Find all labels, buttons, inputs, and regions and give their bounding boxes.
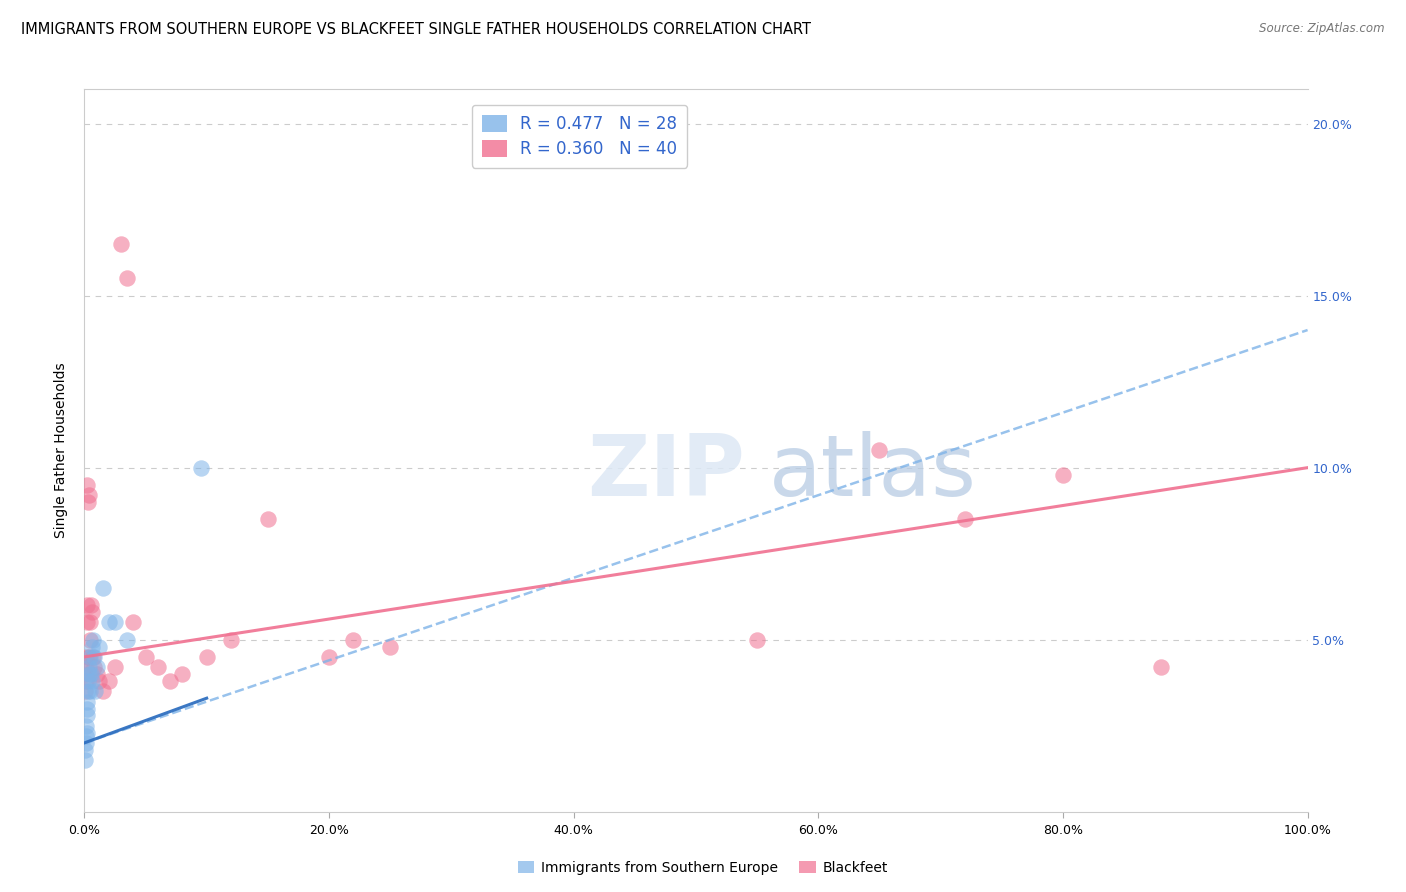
Point (82, 673, 104, 688)
Point (104, 660, 127, 674)
Point (76, 708, 98, 723)
Point (110, 237, 132, 252)
Point (747, 632, 769, 647)
Point (77, 488, 100, 502)
Point (91, 684, 114, 698)
Point (1150, 660, 1173, 674)
Point (82, 632, 104, 647)
Point (318, 649, 340, 664)
Point (75, 743, 97, 757)
Point (79, 684, 101, 698)
Point (380, 640, 402, 654)
Point (75, 673, 97, 688)
Point (190, 460, 212, 475)
Point (195, 649, 218, 664)
Point (86, 667, 108, 681)
Point (1052, 467, 1074, 482)
Point (76, 615, 98, 630)
Text: atlas: atlas (769, 431, 977, 514)
Legend: Immigrants from Southern Europe, Blackfeet: Immigrants from Southern Europe, Blackfe… (512, 855, 894, 880)
Text: Source: ZipAtlas.com: Source: ZipAtlas.com (1260, 22, 1385, 36)
Point (75, 667, 97, 681)
Point (80, 667, 103, 681)
Point (869, 443, 891, 458)
Point (97, 673, 120, 688)
Point (83, 649, 105, 664)
Point (84, 684, 107, 698)
Point (953, 512, 976, 526)
Point (76, 701, 98, 715)
Point (135, 649, 157, 664)
Point (86, 660, 108, 674)
Point (76, 599, 98, 613)
Point (75, 660, 97, 674)
Point (104, 615, 127, 630)
Point (79, 649, 101, 664)
Point (76, 478, 98, 492)
Point (77, 673, 100, 688)
Point (77, 660, 100, 674)
Point (75, 719, 97, 733)
Point (122, 615, 145, 630)
Point (82, 649, 104, 664)
Point (75, 649, 97, 664)
Point (115, 632, 138, 647)
Text: ZIP: ZIP (588, 431, 745, 514)
Point (75, 736, 97, 750)
Point (73, 684, 96, 698)
Point (80, 605, 103, 619)
Point (87, 640, 110, 654)
Point (159, 673, 181, 688)
Point (115, 271, 138, 285)
Point (77, 667, 100, 681)
Point (80, 640, 103, 654)
Legend: R = 0.477   N = 28, R = 0.360   N = 40: R = 0.477 N = 28, R = 0.360 N = 40 (472, 104, 688, 168)
Point (80, 599, 103, 613)
Point (87, 673, 110, 688)
Point (76, 684, 98, 698)
Point (79, 615, 101, 630)
Point (77, 649, 100, 664)
Point (75, 729, 97, 743)
Point (172, 667, 194, 681)
Y-axis label: Single Father Households: Single Father Households (55, 363, 69, 538)
Point (146, 660, 169, 674)
Text: IMMIGRANTS FROM SOUTHERN EUROPE VS BLACKFEET SINGLE FATHER HOUSEHOLDS CORRELATIO: IMMIGRANTS FROM SOUTHERN EUROPE VS BLACK… (21, 22, 811, 37)
Point (219, 632, 242, 647)
Point (97, 615, 120, 630)
Point (76, 695, 98, 709)
Point (91, 581, 114, 595)
Point (77, 495, 100, 509)
Point (79, 632, 101, 647)
Point (342, 632, 364, 647)
Point (76, 725, 98, 739)
Point (257, 512, 280, 526)
Point (83, 660, 105, 674)
Point (73, 753, 96, 767)
